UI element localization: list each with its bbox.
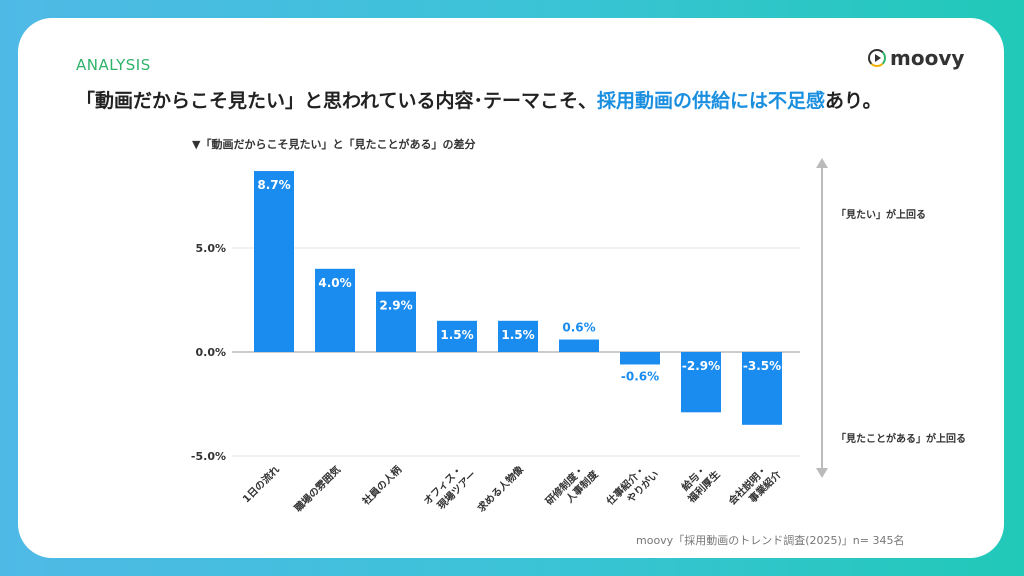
x-tick-label: 給与・福利厚生	[675, 459, 722, 506]
data-label: -0.6%	[621, 369, 659, 383]
x-tick-label: 社員の人柄	[359, 463, 404, 508]
bar	[498, 320, 538, 352]
data-label: 4.0%	[318, 276, 351, 290]
data-label: 1.5%	[440, 328, 473, 342]
section-label: ANALYSIS	[76, 56, 151, 74]
bar	[376, 291, 416, 352]
data-label: -3.5%	[743, 359, 781, 373]
data-label: 8.7%	[257, 178, 290, 192]
headline-text: 「動画だからこそ見たい」と思われている内容･テーマこそ、	[76, 90, 597, 112]
headline: 「動画だからこそ見たい」と思われている内容･テーマこそ、採用動画の供給には不足感…	[76, 86, 882, 113]
annotation-up: 「見たい」が上回る	[836, 210, 926, 221]
bar	[620, 352, 660, 365]
y-tick-label: 5.0%	[195, 242, 226, 255]
y-tick-label: 0.0%	[195, 346, 226, 359]
data-label: 2.9%	[379, 299, 412, 313]
x-tick-label: 職場の雰囲気	[292, 463, 344, 515]
headline-highlight: 採用動画の供給には不足感	[596, 90, 825, 112]
bar	[254, 171, 294, 352]
logo-text: moovy	[890, 46, 965, 70]
y-tick-label: -5.0%	[191, 450, 226, 463]
chart-title: ▼「動画だからこそ見たい」と「見たことがある」の差分	[192, 138, 476, 151]
bar	[437, 320, 477, 352]
bar	[559, 339, 599, 352]
x-tick-label: 研修制度・人事制度	[543, 458, 602, 517]
annotation-down: 「見たことがある」が上回る	[836, 434, 966, 445]
data-label: 0.6%	[562, 321, 595, 335]
slide-card	[18, 18, 1004, 558]
x-tick-label: 1日の流れ	[240, 463, 282, 505]
x-tick-label: 求める人物像	[475, 462, 527, 514]
arrow-down-icon	[816, 468, 828, 478]
moovy-logo: moovy	[868, 46, 964, 70]
bar	[315, 268, 355, 352]
data-label: 1.5%	[501, 328, 534, 342]
arrow-up-icon	[816, 158, 828, 168]
source-note: moovy「採用動画のトレンド調査(2025)」n= 345名	[636, 534, 905, 547]
x-tick-label: 会社説明・事業紹介	[726, 458, 785, 517]
x-tick-label: 仕事紹介・やりがい	[603, 459, 662, 518]
bar	[681, 352, 721, 413]
x-tick-label: オフィス・現場ツアー	[421, 459, 478, 516]
bar	[742, 352, 782, 425]
data-label: -2.9%	[682, 359, 720, 373]
play-icon	[868, 49, 886, 67]
headline-end: あり。	[825, 90, 882, 112]
